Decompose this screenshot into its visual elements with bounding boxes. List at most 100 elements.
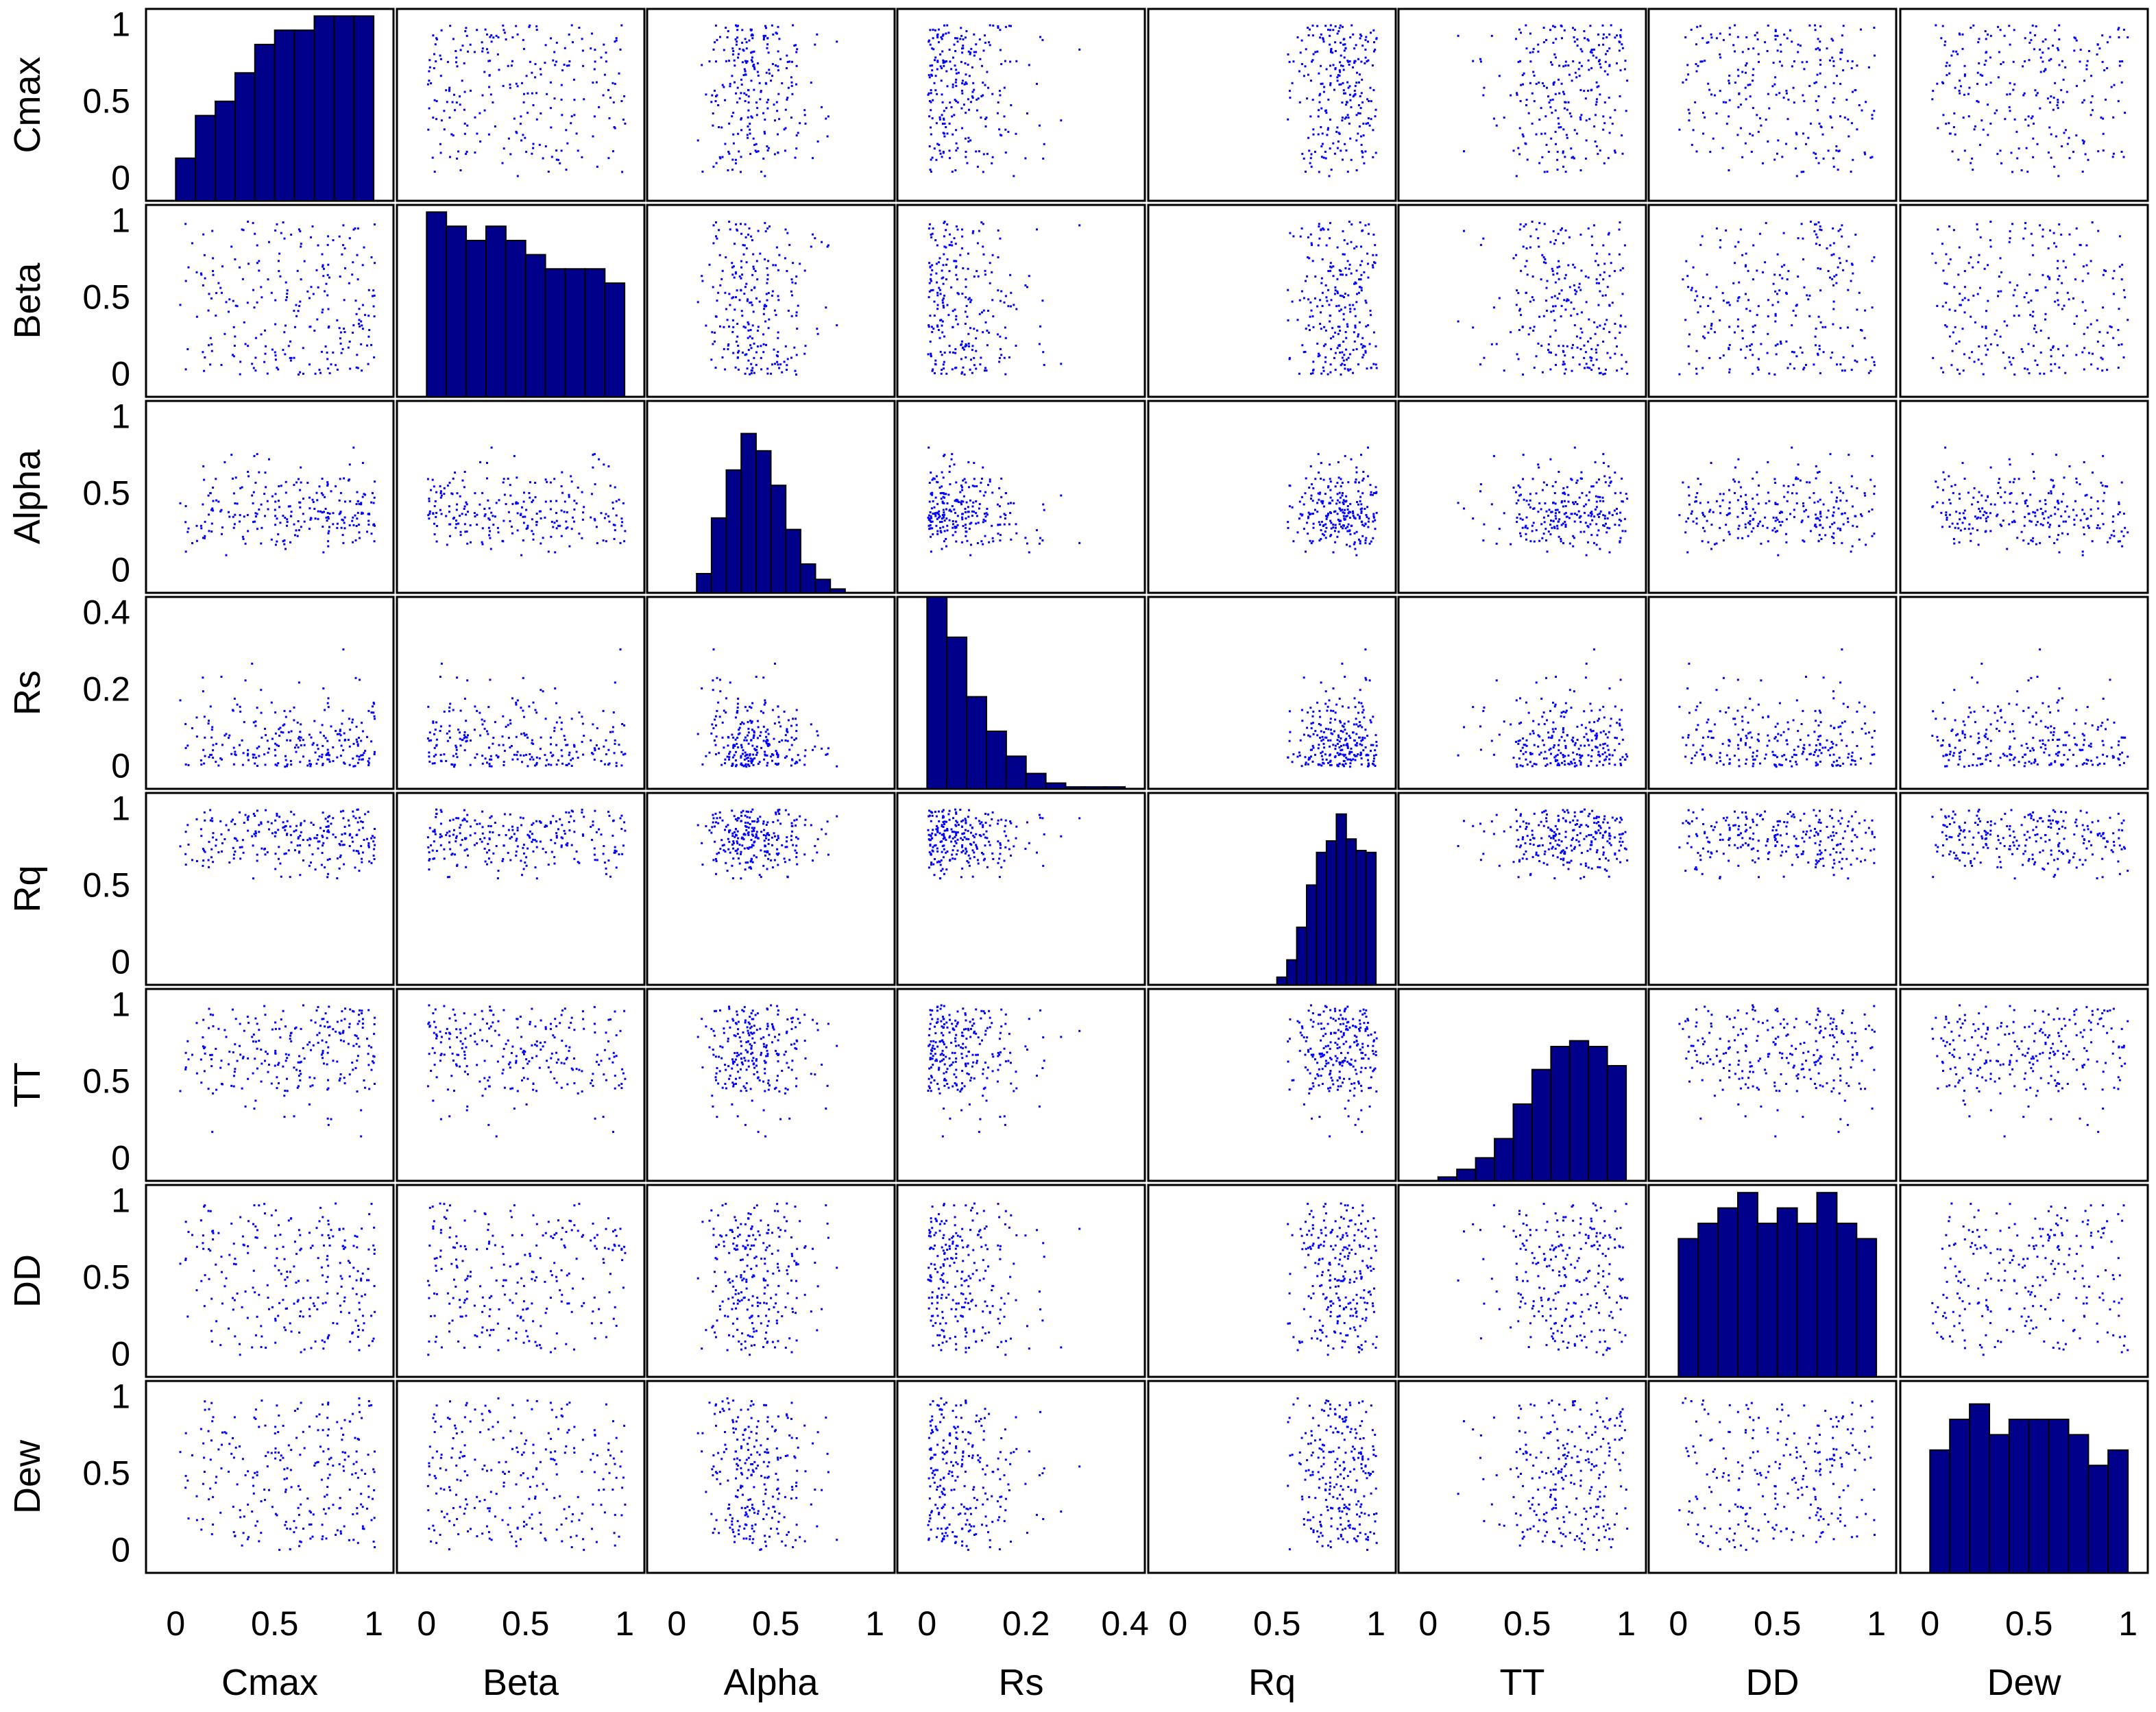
scatter-point-alpha-dd-169 [1818,540,1820,542]
scatter-point-alpha-beta-130 [498,531,500,533]
scatter-point-cmax-dew-58 [2086,64,2088,66]
scatter-point-cmax-dd-201 [1847,119,1849,121]
scatter-point-beta-rq-155 [1310,234,1312,236]
scatter-point-cmax-rq-33 [1311,166,1313,168]
scatter-point-alpha-dd-126 [1793,484,1795,486]
scatter-point-alpha-rq-36 [1332,526,1334,528]
scatter-point-beta-cmax-87 [188,267,190,269]
scatter-point-alpha-rs-46 [934,506,936,509]
scatter-point-cmax-tt-240 [1522,84,1524,86]
scatter-point-cmax-rq-25 [1366,98,1368,100]
scatter-point-alpha-rs-117 [965,535,967,537]
scatter-point-cmax-tt-184 [1510,95,1512,97]
scatter-point-beta-rs-174 [941,354,943,356]
scatter-point-beta-dd-54 [1806,294,1808,296]
scatter-point-alpha-rq-183 [1353,515,1355,517]
scatter-point-beta-alpha-32 [727,348,729,350]
scatter-point-beta-rq-107 [1309,302,1311,304]
scatter-point-cmax-alpha-191 [805,123,807,125]
scatter-point-cmax-rq-85 [1305,171,1307,173]
scatter-point-beta-rq-17 [1325,296,1327,298]
scatter-point-cmax-beta-160 [534,76,536,78]
scatter-point-beta-cmax-101 [339,327,341,329]
scatter-point-beta-dew-167 [1996,330,1998,332]
scatter-point-cmax-tt-34 [1555,56,1557,58]
scatter-point-beta-dd-170 [1740,228,1742,230]
scatter-point-cmax-beta-31 [540,68,542,70]
scatter-point-cmax-alpha-124 [728,60,730,62]
scatter-point-beta-alpha-55 [810,245,812,247]
scatter-point-alpha-beta-89 [436,541,438,543]
scatter-point-alpha-beta-86 [545,501,547,503]
scatter-point-cmax-dew-190 [1981,75,1983,77]
scatter-point-beta-rq-43 [1366,367,1368,369]
scatter-point-cmax-dd-24 [1747,48,1749,50]
scatter-point-alpha-rq-177 [1314,509,1316,511]
scatter-point-cmax-rq-157 [1289,90,1291,92]
scatter-point-cmax-dd-209 [1872,114,1874,116]
scatter-point-alpha-beta-170 [614,487,616,489]
scatter-point-cmax-tt-142 [1588,69,1590,71]
scatter-point-cmax-dd-200 [1728,82,1730,84]
scatter-point-cmax-dd-48 [1771,85,1773,87]
scatter-point-cmax-beta-220 [517,175,519,177]
scatter-point-beta-alpha-214 [750,236,752,238]
scatter-point-alpha-rq-76 [1337,513,1339,515]
scatter-point-beta-rs-175 [1010,306,1012,308]
scatter-point-beta-cmax-237 [268,241,270,243]
scatter-point-beta-alpha-207 [736,341,738,343]
scatter-point-beta-tt-133 [1519,308,1521,310]
scatter-point-cmax-tt-221 [1556,159,1558,161]
scatter-point-cmax-alpha-94 [731,47,734,49]
scatter-point-alpha-cmax-37 [324,496,326,498]
scatter-point-beta-tt-12 [1529,247,1531,249]
scatter-point-beta-rs-26 [943,305,945,307]
scatter-point-alpha-dd-1 [1777,519,1779,521]
scatter-point-beta-alpha-28 [724,369,726,371]
scatter-point-beta-tt-212 [1621,354,1623,356]
scatter-point-beta-alpha-215 [728,221,730,223]
scatter-point-alpha-cmax-222 [242,536,244,538]
scatter-point-beta-dd-167 [1861,330,1863,332]
scatter-point-cmax-dew-141 [2113,84,2116,86]
scatter-point-beta-rs-212 [1000,354,1002,356]
scatter-point-alpha-cmax-154 [313,508,315,510]
scatter-point-beta-dew-123 [1945,254,1947,256]
scatter-point-beta-dd-214 [1841,236,1843,238]
scatter-point-alpha-rs-203 [978,508,980,510]
scatter-point-beta-alpha-167 [747,330,749,332]
scatter-point-alpha-tt-3 [1574,521,1576,523]
scatter-point-alpha-cmax-226 [340,511,342,513]
scatter-point-alpha-beta-7 [462,480,464,482]
scatter-point-alpha-rs-114 [945,538,947,540]
scatter-point-cmax-tt-203 [1463,150,1465,152]
scatter-point-cmax-rq-3 [1372,129,1374,131]
scatter-point-alpha-cmax-76 [302,513,304,515]
panel-cmax-vs-rs [897,9,1145,201]
scatter-point-beta-cmax-31 [317,286,319,289]
scatter-point-alpha-dd-143 [1741,537,1743,539]
scatter-point-beta-cmax-179 [274,323,276,326]
scatter-point-cmax-alpha-167 [747,110,749,112]
scatter-point-cmax-alpha-236 [744,69,746,71]
scatter-point-beta-dd-126 [1793,310,1795,312]
scatter-point-alpha-cmax-207 [349,524,351,526]
scatter-point-beta-dd-50 [1758,305,1760,307]
panel-alpha-vs-cmax [146,401,393,593]
scatter-point-alpha-dd-118 [1805,509,1807,511]
scatter-point-beta-dd-60 [1756,314,1758,316]
scatter-point-beta-tt-195 [1457,321,1459,323]
scatter-point-alpha-rq-199 [1332,524,1334,526]
scatter-point-beta-cmax-223 [309,326,311,328]
scatter-point-beta-rq-178 [1312,260,1314,262]
scatter-point-beta-rq-199 [1332,336,1334,338]
scatter-point-cmax-tt-209 [1595,114,1597,116]
scatter-point-cmax-alpha-181 [735,38,737,40]
scatter-point-cmax-dd-27 [1793,101,1795,103]
scatter-point-cmax-alpha-212 [796,134,798,136]
scatter-point-alpha-beta-73 [433,523,435,525]
scatter-point-cmax-rs-76 [962,80,964,82]
scatter-point-alpha-rq-140 [1340,497,1342,499]
scatter-point-alpha-tt-161 [1591,519,1593,522]
scatter-point-beta-rq-189 [1360,343,1362,345]
